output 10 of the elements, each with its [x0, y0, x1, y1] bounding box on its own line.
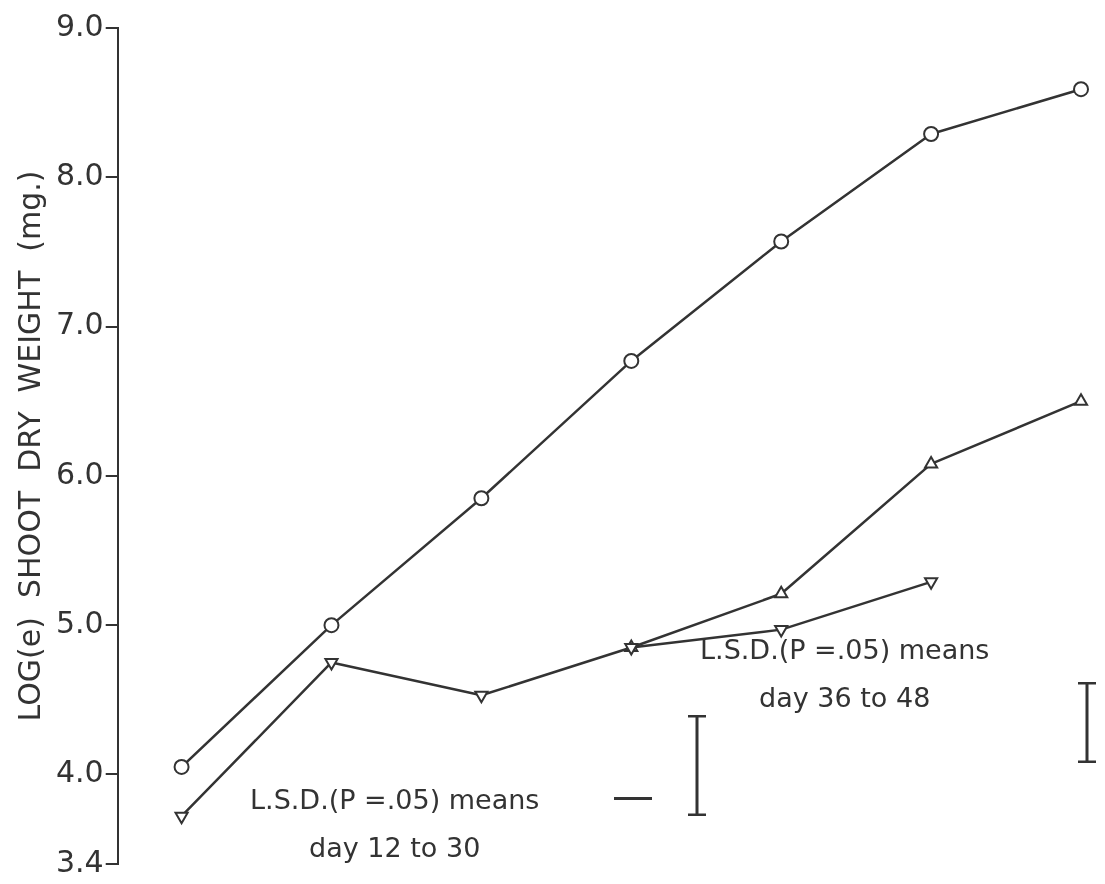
annotation: L.S.D.(P =.05) means day 36 to 48: [700, 633, 990, 715]
y-axis-title: LOG(e) SHOOT DRY WEIGHT (mg.): [11, 170, 47, 722]
y-tick-label: 3.4: [55, 843, 104, 879]
y-tick-label: 6.0: [55, 455, 104, 491]
y-tick-label: 8.0: [55, 157, 104, 193]
y-tick-label: 4.0: [55, 754, 104, 790]
y-tick-label: 7.0: [55, 306, 104, 342]
annotation: L.S.D.(P =.05) means day 12 to 30: [250, 783, 540, 865]
y-tick-label: 5.0: [55, 604, 104, 640]
y-tick-label: 9.0: [55, 7, 104, 43]
